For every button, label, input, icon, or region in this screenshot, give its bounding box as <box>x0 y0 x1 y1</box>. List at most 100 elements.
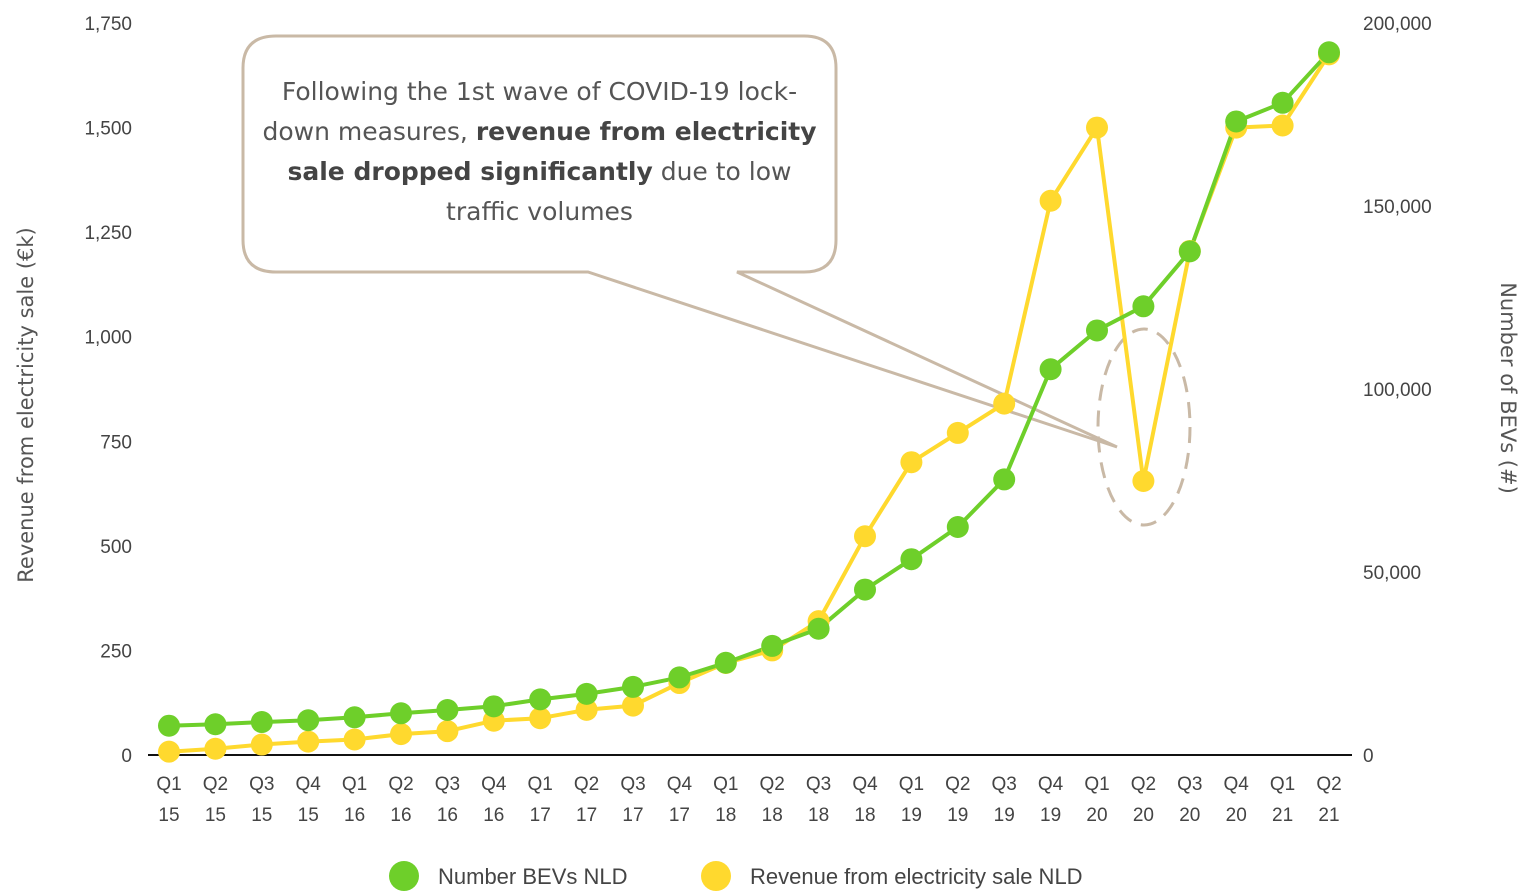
x-tick-year: 16 <box>344 805 365 826</box>
series-layer <box>158 41 1340 763</box>
point-bevs <box>158 714 180 737</box>
x-tick-year: 18 <box>854 805 875 826</box>
point-revenue <box>436 720 459 743</box>
point-bevs <box>714 651 737 674</box>
x-tick-year: 20 <box>1226 805 1247 826</box>
x-tick-quarter: Q1 <box>713 774 738 795</box>
x-tick-quarter: Q2 <box>388 774 413 795</box>
x-tick-quarter: Q1 <box>342 774 367 795</box>
point-revenue <box>343 728 366 751</box>
point-bevs <box>807 617 830 640</box>
right-tick-label: 50,000 <box>1363 563 1421 584</box>
x-tick-quarter: Q4 <box>1224 774 1250 795</box>
left-tick-label: 1,250 <box>84 223 132 244</box>
callout-bubble <box>241 34 1118 449</box>
x-tick-year: 15 <box>251 805 272 826</box>
point-bevs <box>575 682 598 705</box>
point-revenue <box>1271 114 1294 137</box>
x-tick-quarter: Q3 <box>249 774 274 795</box>
highlight-ellipse <box>1096 327 1192 527</box>
point-bevs <box>622 675 644 698</box>
point-bevs <box>390 702 412 725</box>
x-tick-quarter: Q2 <box>574 774 599 795</box>
x-tick-year: 17 <box>622 805 643 826</box>
x-tick-year: 15 <box>205 805 226 826</box>
legend-label-revenue: Revenue from electricity sale NLD <box>750 864 1083 889</box>
left-tick-label: 500 <box>100 537 132 558</box>
point-bevs <box>1318 41 1340 64</box>
x-tick-quarter: Q1 <box>156 774 181 795</box>
left-tick-label: 1,750 <box>84 14 132 35</box>
x-tick-year: 17 <box>530 805 551 826</box>
callout-text: Following the 1st wave of COVID-19 lock-… <box>262 72 817 232</box>
x-tick-year: 17 <box>669 805 690 826</box>
point-revenue <box>529 707 552 730</box>
legend-label-bevs: Number BEVs NLD <box>438 864 628 889</box>
point-bevs <box>1132 295 1155 318</box>
right-tick-label: 150,000 <box>1363 197 1432 218</box>
left-axis-ticks: 0 250 500 750 1,000 1,250 1,500 1,750 <box>84 14 132 767</box>
x-tick-year: 16 <box>437 805 458 826</box>
left-axis-title: Revenue from electricity sale (€k) <box>14 227 38 582</box>
x-tick-quarter: Q4 <box>667 774 693 795</box>
point-bevs <box>668 666 691 689</box>
x-tick-quarter: Q1 <box>1270 774 1295 795</box>
x-axis-ticks: Q1 15 Q2 15 Q3 15 Q4 15 Q1 16 Q2 16 Q3 16 Q4 16 Q1 17 Q2 17… <box>156 774 1341 826</box>
callout-text-part1: Following the 1st wave of COVID-19 lock-… <box>262 77 798 146</box>
x-tick-quarter: Q3 <box>1177 774 1202 795</box>
x-tick-year: 18 <box>808 805 829 826</box>
point-bevs <box>946 515 969 538</box>
x-tick-year: 19 <box>1040 805 1061 826</box>
point-bevs <box>343 706 366 729</box>
point-bevs <box>761 634 784 657</box>
point-revenue <box>250 733 273 756</box>
x-tick-quarter: Q4 <box>296 774 322 795</box>
point-bevs <box>854 578 876 601</box>
x-tick-year: 17 <box>576 805 597 826</box>
point-bevs <box>529 688 552 711</box>
right-tick-label: 0 <box>1363 746 1374 767</box>
left-tick-label: 0 <box>121 746 132 767</box>
x-tick-quarter: Q2 <box>1316 774 1341 795</box>
x-tick-year: 20 <box>1179 805 1200 826</box>
point-revenue <box>1132 470 1155 493</box>
legend-marker-bevs <box>389 861 419 891</box>
left-tick-label: 1,500 <box>84 119 132 140</box>
point-bevs <box>993 468 1016 491</box>
point-revenue <box>854 525 876 548</box>
point-bevs <box>1225 110 1248 133</box>
x-tick-quarter: Q2 <box>203 774 228 795</box>
point-revenue <box>1039 189 1062 212</box>
x-tick-quarter: Q4 <box>1038 774 1064 795</box>
point-revenue <box>390 723 412 746</box>
x-tick-year: 20 <box>1086 805 1107 826</box>
x-tick-quarter: Q2 <box>945 774 970 795</box>
legend-marker-revenue <box>701 861 731 891</box>
x-tick-year: 16 <box>483 805 504 826</box>
x-tick-year: 19 <box>947 805 968 826</box>
point-revenue <box>946 421 969 444</box>
point-bevs <box>250 711 273 734</box>
x-tick-year: 19 <box>994 805 1015 826</box>
x-tick-quarter: Q3 <box>806 774 831 795</box>
x-tick-year: 15 <box>158 805 179 826</box>
callout-text-bold: revenue from electricity sale dropped si… <box>287 117 817 186</box>
x-tick-quarter: Q4 <box>852 774 878 795</box>
point-revenue <box>622 694 644 717</box>
x-tick-year: 18 <box>715 805 736 826</box>
point-bevs <box>1039 358 1062 381</box>
x-tick-quarter: Q4 <box>481 774 507 795</box>
x-tick-quarter: Q3 <box>620 774 645 795</box>
x-tick-year: 21 <box>1318 805 1339 826</box>
x-tick-year: 16 <box>390 805 411 826</box>
left-tick-label: 250 <box>100 641 132 662</box>
point-revenue <box>575 698 598 721</box>
left-tick-label: 1,000 <box>84 328 132 349</box>
right-tick-label: 200,000 <box>1363 14 1432 35</box>
point-bevs <box>900 548 923 571</box>
callout-text-part2: due to low traffic volumes <box>446 157 792 226</box>
x-tick-quarter: Q2 <box>760 774 785 795</box>
x-tick-year: 20 <box>1133 805 1154 826</box>
point-bevs <box>436 698 459 721</box>
